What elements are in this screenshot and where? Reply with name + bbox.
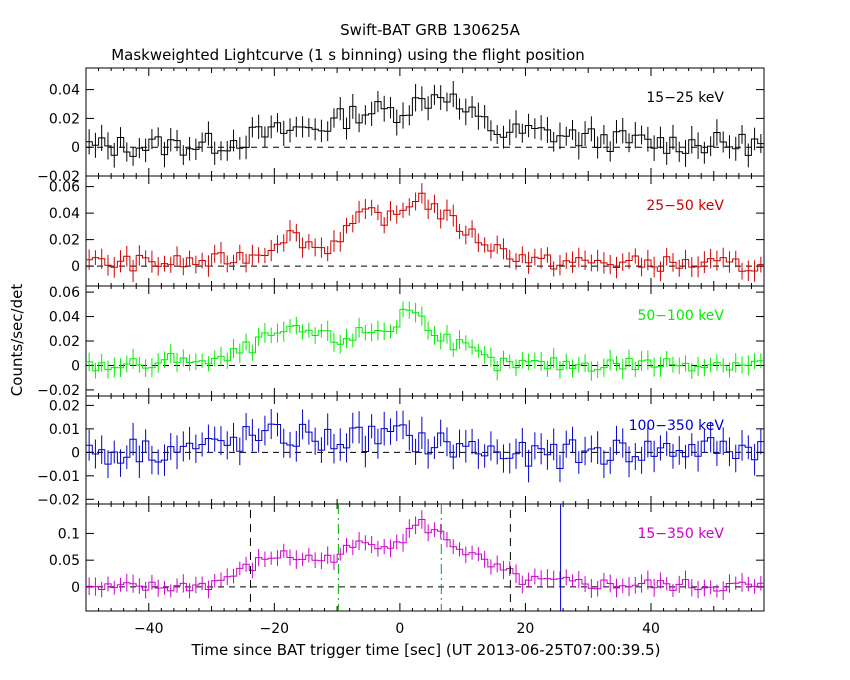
- y-tick-label: 0.04: [49, 206, 80, 222]
- x-tick-label: 0: [395, 621, 404, 637]
- chart-title: Swift-BAT GRB 130625A: [340, 21, 520, 39]
- x-tick-label: −20: [260, 621, 290, 637]
- panel-frame: [85, 175, 765, 287]
- band-label: 25−50 keV: [646, 198, 724, 214]
- y-tick-label: 0.02: [49, 111, 80, 127]
- band-label: 100−350 keV: [629, 418, 725, 434]
- panel-2: 0 0.02 0.04 0.06 25−50 keV: [49, 175, 765, 287]
- y-tick-label: 0: [71, 358, 80, 374]
- y-tick-label: 0: [71, 140, 80, 156]
- band-label: 15−350 keV: [637, 526, 724, 542]
- y-tick-label: 0.1: [58, 526, 80, 542]
- lightcurve-step: [86, 519, 764, 592]
- panels-group: −0.02 0 0.02 0.04 15−25 keV 0 0.02 0.04 0.06 25−5…: [37, 67, 765, 637]
- y-axis-label: Counts/sec/det: [8, 284, 26, 397]
- y-tick-label: −0.02: [37, 169, 80, 185]
- y-tick-label: 0.05: [49, 553, 80, 569]
- panel-frame: [85, 285, 765, 397]
- lightcurve-step: [86, 93, 764, 157]
- panel-5: 0 0.05 0.1 15−350 keV −40 −20 0 20 40: [49, 503, 765, 637]
- y-tick-label: 0.04: [49, 83, 80, 99]
- y-tick-label: 0.04: [49, 310, 80, 326]
- y-tick-label: 0.06: [49, 180, 80, 196]
- y-tick-label: −0.02: [37, 383, 80, 399]
- y-tick-label: 0: [71, 259, 80, 275]
- y-tick-label: −0.02: [37, 492, 80, 508]
- y-tick-label: 0.01: [49, 422, 80, 438]
- y-tick-label: 0.02: [49, 398, 80, 414]
- lightcurve-step: [86, 308, 764, 372]
- panel-1: −0.02 0 0.02 0.04 15−25 keV: [37, 67, 765, 185]
- band-label: 15−25 keV: [646, 90, 724, 106]
- x-axis-label: Time since BAT trigger time [sec] (UT 20…: [191, 641, 661, 659]
- y-tick-label: 0: [71, 580, 80, 596]
- lightcurve-step: [86, 423, 764, 469]
- y-tick-label: 0.02: [49, 233, 80, 249]
- y-tick-label: 0.02: [49, 334, 80, 350]
- y-tick-label: −0.01: [37, 469, 80, 485]
- x-tick-label: 20: [517, 621, 535, 637]
- chart-subtitle: Maskweighted Lightcurve (1 s binning) us…: [111, 46, 585, 64]
- y-tick-label: 0: [71, 445, 80, 461]
- band-label: 50−100 keV: [637, 308, 724, 324]
- panel-frame: [85, 67, 765, 177]
- x-tick-label: 40: [642, 621, 660, 637]
- x-tick-label: −40: [134, 621, 164, 637]
- panel-4: −0.02 −0.01 0 0.01 0.02 100−350 keV: [37, 395, 765, 508]
- lightcurve-step: [86, 192, 764, 272]
- y-tick-label: 0.06: [49, 285, 80, 301]
- panel-3: −0.02 0 0.02 0.04 0.06 50−100 keV: [37, 285, 765, 399]
